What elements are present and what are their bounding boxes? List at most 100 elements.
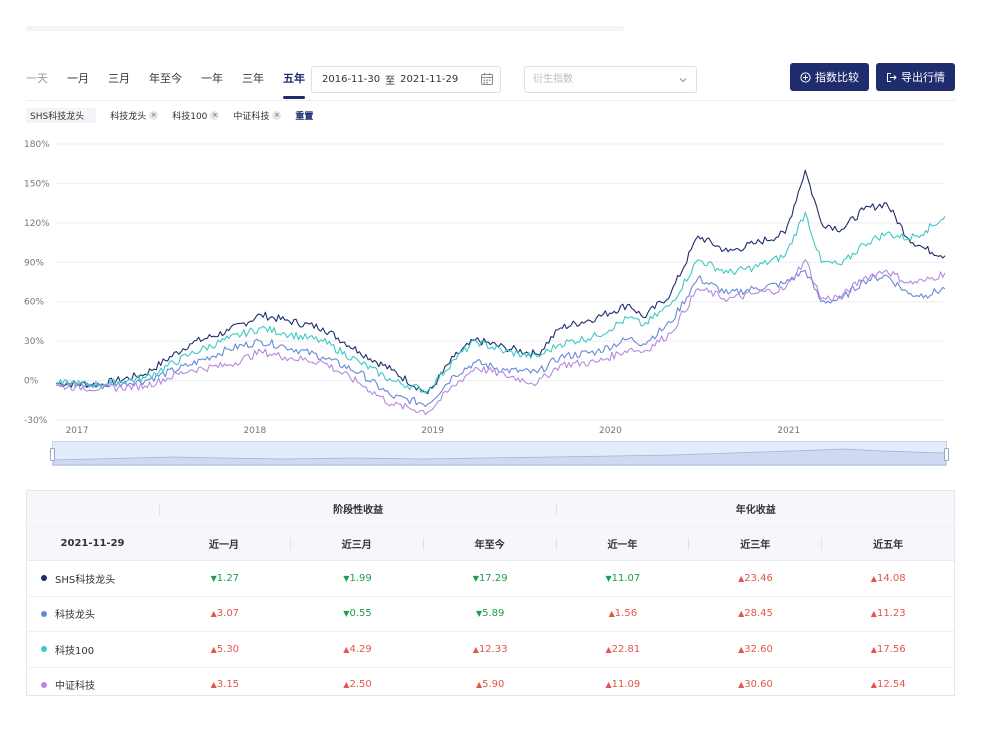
return-cell: ▼1.27: [159, 573, 291, 584]
arrow-up-icon: ▲: [210, 609, 217, 619]
return-value: 5.89: [482, 608, 505, 620]
table-row: SHS科技龙头 ▼1.27 ▼1.99 ▼17.29 ▼11.07 ▲23.46 ▲14.0…: [27, 561, 954, 597]
y-tick-label: 150%: [24, 179, 50, 189]
arrow-down-icon: ▼: [472, 573, 479, 583]
arrow-up-icon: ▲: [870, 680, 877, 690]
derived-index-select[interactable]: 衍生指数: [524, 66, 697, 93]
x-tick-label: 2018: [243, 426, 266, 436]
return-cell: ▼1.99: [292, 573, 424, 584]
return-value: 2.50: [349, 679, 372, 691]
table-row: 中证科技 ▲3.15 ▲2.50 ▲5.90 ▲11.09 ▲30.60 ▲12.54: [27, 668, 954, 703]
row-label: 科技龙头: [27, 606, 158, 621]
arrow-up-icon: ▲: [605, 680, 612, 690]
return-cell: ▲11.09: [557, 679, 689, 690]
navigator-left-handle[interactable]: [50, 448, 55, 461]
divider: [26, 100, 955, 101]
row-label: 科技100: [27, 642, 158, 657]
return-cell: ▼5.89: [424, 608, 556, 619]
series-tag[interactable]: SHS科技龙头: [26, 107, 97, 123]
index-compare-button[interactable]: 指数比较: [790, 63, 869, 91]
arrow-down-icon: ▼: [475, 609, 483, 619]
close-icon[interactable]: ×: [149, 110, 159, 120]
returns-table: 阶段性收益 年化收益 2021-11-29 近一月 近三月 年至今 近一年 近三年 近五年…: [26, 490, 955, 696]
series-dot-icon: [41, 575, 47, 582]
period-tab[interactable]: 三月: [108, 72, 130, 85]
series-tag[interactable]: 科技龙头 ×: [110, 109, 159, 122]
period-tab[interactable]: 三年: [242, 72, 264, 85]
return-value: 0.55: [349, 608, 372, 620]
plus-circle-icon: [800, 71, 811, 83]
series-line-2: [55, 211, 946, 394]
series-dot-icon: [41, 646, 47, 653]
y-tick-label: 60%: [24, 298, 44, 308]
series-name: 中证科技: [55, 681, 95, 693]
series-tag[interactable]: 科技100 ×: [172, 109, 220, 122]
column-divider: [688, 537, 690, 550]
return-value: 17.56: [876, 643, 906, 655]
table-row: 科技100 ▲5.30 ▲4.29 ▲12.33 ▲22.81 ▲32.60 ▲17.56: [27, 632, 954, 668]
arrow-up-icon: ▲: [870, 573, 877, 583]
arrow-up-icon: ▲: [738, 573, 745, 583]
x-tick-label: 2021: [777, 426, 800, 436]
series-tag[interactable]: 中证科技 ×: [233, 109, 282, 122]
period-tab[interactable]: 年至今: [149, 72, 182, 85]
return-cell: ▲22.81: [557, 644, 689, 655]
calendar-icon[interactable]: [480, 72, 494, 86]
arrow-up-icon: ▲: [343, 680, 350, 690]
return-cell: ▼0.55: [292, 608, 424, 619]
return-cell: ▲14.08: [822, 573, 954, 584]
arrow-up-icon: ▲: [605, 644, 612, 654]
close-icon[interactable]: ×: [210, 110, 220, 120]
date-range-picker[interactable]: 2016-11-30 至 2021-11-29: [311, 66, 501, 93]
navigator-right-handle[interactable]: [944, 448, 949, 461]
y-tick-label: 0%: [24, 377, 39, 387]
return-value: 12.33: [478, 643, 508, 655]
period-tab[interactable]: 五年: [283, 68, 305, 102]
return-cell: ▲28.45: [690, 608, 822, 619]
return-value: 23.46: [744, 572, 773, 584]
column-header: 近一年: [607, 540, 638, 551]
series-tag-label: SHS科技龙头: [30, 111, 85, 122]
row-label: 中证科技: [27, 677, 158, 692]
return-cell: ▲1.56: [557, 608, 689, 619]
table-row: 科技龙头 ▲3.07 ▼0.55 ▼5.89 ▲1.56 ▲28.45 ▲11.23: [27, 597, 954, 632]
column-header: 近三月: [341, 540, 372, 551]
return-value: 32.60: [744, 643, 773, 655]
column-header: 年至今: [474, 540, 505, 551]
arrow-up-icon: ▲: [210, 644, 217, 654]
return-value: 5.90: [482, 679, 505, 691]
return-value: 11.23: [876, 608, 906, 620]
return-value: 3.07: [216, 608, 240, 620]
return-value: 1.27: [216, 572, 240, 584]
date-separator: 至: [385, 76, 396, 87]
performance-line-chart: 180% 150% 120% 90% 60% 30% 0% -30% 2017 2018 2019 2…: [24, 140, 946, 436]
export-quotes-label: 导出行情: [901, 71, 945, 84]
arrow-up-icon: ▲: [210, 680, 217, 690]
range-navigator[interactable]: [50, 441, 949, 466]
column-header: 近五年: [873, 540, 904, 551]
return-cell: ▼11.07: [557, 573, 689, 584]
date-start: 2016-11-30: [322, 74, 381, 85]
close-icon[interactable]: ×: [272, 110, 282, 120]
series-tag-label: 科技100: [172, 111, 208, 122]
return-cell: ▼17.29: [424, 573, 556, 584]
return-value: 28.45: [744, 608, 773, 620]
column-header: 近一月: [208, 540, 239, 551]
column-divider: [556, 502, 558, 515]
y-tick-label: 30%: [24, 337, 44, 347]
reset-button[interactable]: 重置: [295, 111, 314, 122]
export-quotes-button[interactable]: 导出行情: [876, 63, 955, 91]
navigator-preview: [53, 448, 946, 465]
period-tab[interactable]: 一年: [201, 72, 223, 85]
column-divider: [158, 502, 160, 515]
period-tab[interactable]: 一天: [26, 72, 48, 85]
return-cell: ▲11.23: [822, 608, 954, 619]
derived-index-placeholder: 衍生指数: [533, 74, 573, 85]
return-value: 30.60: [744, 679, 773, 691]
arrow-down-icon: ▼: [605, 573, 612, 583]
series-line-3: [55, 259, 946, 416]
column-divider: [289, 537, 291, 550]
period-tab[interactable]: 一月: [67, 72, 89, 85]
x-tick-label: 2020: [599, 426, 622, 436]
y-tick-label: 90%: [24, 258, 44, 268]
